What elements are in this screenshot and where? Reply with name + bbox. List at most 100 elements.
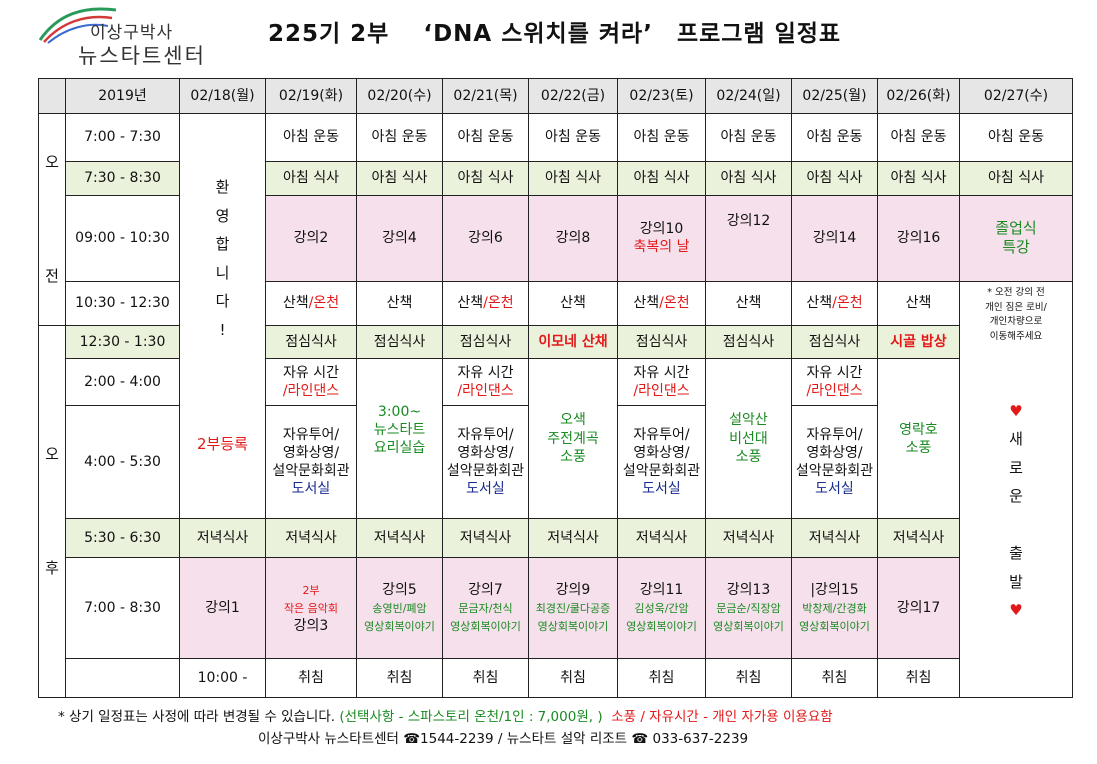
time-cell: 10:30 - 12:30 xyxy=(65,280,180,326)
date-cell: 02/18(월) xyxy=(179,78,266,114)
cell: 취침 xyxy=(528,658,618,698)
cell: 산책 xyxy=(528,280,618,326)
cell: 자유 시간/라인댄스 xyxy=(617,358,706,406)
cell: 아침 운동 xyxy=(791,112,878,163)
cell: 저녁식사 xyxy=(442,518,529,558)
cell: 취침 xyxy=(791,658,878,698)
cell: 자유투어/영화상영/설악문화회관 도서실 xyxy=(442,404,529,520)
cell: 자유 시간/라인댄스 xyxy=(265,358,357,406)
schedule-table: 2019년 02/18(월) 02/19(화) 02/20(수) 02/21(목… xyxy=(38,78,1073,699)
cell: 3:00~ 뉴스타트 요리실습 xyxy=(356,358,443,520)
cell: 아침 운동 xyxy=(705,112,792,163)
cell: 강의2 xyxy=(265,194,357,282)
title-part3: 프로그램 일정표 xyxy=(676,21,842,47)
cell: 강의9 최경진/쿨다공증 영상회복이야기 xyxy=(528,556,618,660)
date-cell: 02/26(화) xyxy=(877,78,960,114)
date-cell: 02/24(일) xyxy=(705,78,792,114)
time-cell: 10:00 - xyxy=(179,658,266,698)
corner-cell xyxy=(38,78,66,114)
cell: 산책/온천 xyxy=(265,280,357,326)
cell: 자유 시간/라인댄스 xyxy=(442,358,529,406)
cell: 강의10 축복의 날 xyxy=(617,194,706,282)
time-cell: 4:00 - 5:30 xyxy=(65,404,180,520)
welcome-cell: 환 영 합 니 다! 2부등록 xyxy=(179,112,266,520)
date-cell: 02/21(목) xyxy=(442,78,529,114)
title-part2: ‘DNA 스위치를 켜라’ xyxy=(423,21,653,47)
title-part1: 225기 2부 xyxy=(268,21,390,47)
cell: 아침 식사 xyxy=(791,161,878,196)
logo-swoosh-icon xyxy=(38,7,117,44)
registration-label: 2부등록 xyxy=(197,434,248,453)
cell: 강의4 xyxy=(356,194,443,282)
cell: 저녁식사 xyxy=(617,518,706,558)
cell: 아침 운동 xyxy=(442,112,529,163)
date-cell: 02/25(월) xyxy=(791,78,878,114)
date-cell: 02/27(수) xyxy=(959,78,1073,114)
cell: 강의12 xyxy=(705,194,792,282)
cell: 자유투어/영화상영/설악문화회관 도서실 xyxy=(791,404,878,520)
date-cell: 02/23(토) xyxy=(617,78,706,114)
cell: 아침 식사 xyxy=(705,161,792,196)
date-cell: 02/20(수) xyxy=(356,78,443,114)
cell: 저녁식사 xyxy=(179,518,266,558)
cell: 점심식사 xyxy=(705,324,792,360)
cell: 아침 운동 xyxy=(528,112,618,163)
time-cell: 2:00 - 4:00 xyxy=(65,358,180,406)
time-cell: 7:30 - 8:30 xyxy=(65,161,180,196)
cell: 아침 식사 xyxy=(442,161,529,196)
footer-contact: 이상구박사 뉴스타트센터 ☎1544-2239 / 뉴스타트 설악 리조트 ☎ … xyxy=(258,731,749,747)
cell: 아침 운동 xyxy=(356,112,443,163)
cell: 강의16 xyxy=(877,194,960,282)
cell: 점심식사 xyxy=(265,324,357,360)
cell: 이모네 산채 xyxy=(528,324,618,360)
cell: 저녁식사 xyxy=(265,518,357,558)
cell: 아침 식사 xyxy=(356,161,443,196)
cell: 강의5 송영빈/폐암 영상회복이야기 xyxy=(356,556,443,660)
row-lecture: 09:00 - 10:30 강의2 강의4 강의6 강의8 강의10 축복의 날 … xyxy=(39,194,1073,282)
cell: 강의11 김성욱/간암 영상회복이야기 xyxy=(617,556,706,660)
cell: 아침 식사 xyxy=(265,161,357,196)
cell: 산책/온천 xyxy=(442,280,529,326)
cell: 자유투어/영화상영/설악문화회관 도서실 xyxy=(617,404,706,520)
cell: 강의17 xyxy=(877,556,960,660)
row-walk: 10:30 - 12:30 산책/온천 산책 산책/온천 산책 산책/온천 산책… xyxy=(39,280,1073,699)
cell: 설악산 비선대 소풍 xyxy=(705,358,792,520)
cell: 산책 xyxy=(356,280,443,326)
logo-line2: 뉴스타트센터 xyxy=(78,44,206,68)
cell: 자유 시간/라인댄스 xyxy=(791,358,878,406)
footer-note: * 상기 일정표는 사정에 따라 변경될 수 있습니다. (선택사항 - 스파스… xyxy=(58,709,833,725)
cell: 취침 xyxy=(356,658,443,698)
cell: 아침 운동 xyxy=(959,112,1073,163)
time-cell: 7:00 - 7:30 xyxy=(65,112,180,163)
date-cell: 02/22(금) xyxy=(528,78,618,114)
cell: 점심식사 xyxy=(356,324,443,360)
cell: 2부 작은 음악회 강의3 xyxy=(265,556,357,660)
cell: 강의1 xyxy=(179,556,266,660)
cell: 산책/온천 xyxy=(617,280,706,326)
cell: 자유투어/영화상영/설악문화회관 도서실 xyxy=(265,404,357,520)
cell: 오색 주전계곡 소풍 xyxy=(528,358,618,520)
cell: 강의14 xyxy=(791,194,878,282)
time-cell: 12:30 - 1:30 xyxy=(65,324,180,360)
heart-icon: ♥ xyxy=(1009,601,1023,620)
row-free: 2:00 - 4:00 자유 시간/라인댄스 3:00~ 뉴스타트 요리실습 자유 … xyxy=(39,358,1073,520)
row-sleep: 10:00 - 취침 취침 취침 취침 취침 취침 취침 취침 취침 xyxy=(39,658,1073,698)
empty-cell xyxy=(65,658,180,698)
time-cell: 5:30 - 6:30 xyxy=(65,518,180,558)
page-title: 225기 2부 ‘DNA 스위치를 켜라’ 프로그램 일정표 xyxy=(268,14,841,48)
cell: 아침 운동 xyxy=(265,112,357,163)
cell: 저녁식사 xyxy=(791,518,878,558)
heart-icon: ♥ xyxy=(1009,401,1023,420)
cell: 아침 식사 xyxy=(877,161,960,196)
cell: 강의8 xyxy=(528,194,618,282)
cell: 영락호 소풍 xyxy=(877,358,960,520)
cell: 졸업식 특강 xyxy=(959,194,1073,282)
cell: 강의6 xyxy=(442,194,529,282)
cell: 저녁식사 xyxy=(705,518,792,558)
time-cell: 7:00 - 8:30 xyxy=(65,556,180,660)
cell: 취침 xyxy=(265,658,357,698)
